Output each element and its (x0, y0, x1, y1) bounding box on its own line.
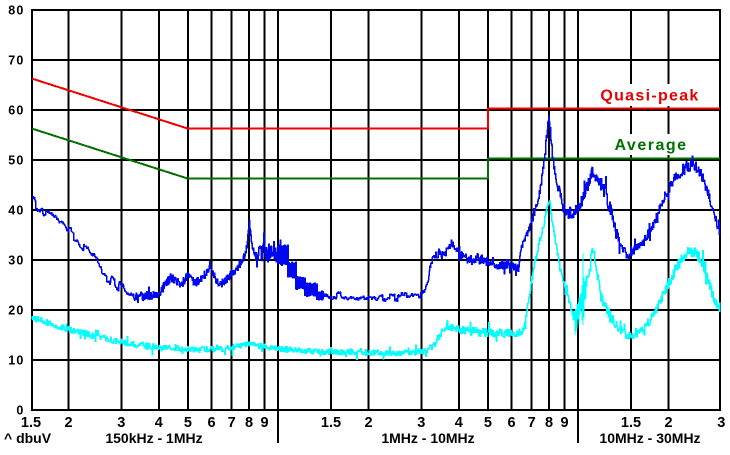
svg-text:1.5: 1.5 (21, 415, 41, 431)
svg-text:50: 50 (8, 153, 24, 167)
svg-text:70: 70 (8, 53, 24, 67)
svg-text:6: 6 (208, 415, 216, 431)
svg-text:2: 2 (364, 415, 372, 431)
svg-text:10: 10 (8, 353, 24, 367)
svg-text:60: 60 (8, 103, 24, 117)
svg-text:40: 40 (8, 203, 24, 217)
svg-text:9: 9 (560, 415, 568, 431)
svg-text:7: 7 (528, 415, 536, 431)
svg-text:8: 8 (545, 415, 553, 431)
svg-text:^ dbuV: ^ dbuV (4, 430, 52, 446)
svg-text:Average: Average (614, 137, 687, 154)
svg-text:0: 0 (16, 403, 24, 417)
svg-text:80: 80 (8, 3, 24, 17)
svg-text:5: 5 (184, 415, 192, 431)
svg-text:8: 8 (245, 415, 253, 431)
svg-text:150kHz - 1MHz: 150kHz - 1MHz (105, 430, 202, 446)
svg-text:2: 2 (64, 415, 72, 431)
svg-text:3: 3 (117, 415, 125, 431)
svg-text:1.5: 1.5 (321, 415, 341, 431)
svg-text:20: 20 (8, 303, 24, 317)
svg-text:4: 4 (455, 415, 463, 431)
svg-text:5: 5 (484, 415, 492, 431)
svg-text:3: 3 (417, 415, 425, 431)
svg-text:3: 3 (717, 415, 725, 431)
svg-text:6: 6 (508, 415, 516, 431)
svg-text:7: 7 (228, 415, 236, 431)
svg-text:10MHz - 30MHz: 10MHz - 30MHz (599, 430, 700, 446)
svg-text:9: 9 (260, 415, 268, 431)
svg-text:1MHz - 10MHz: 1MHz - 10MHz (381, 430, 474, 446)
svg-text:1.5: 1.5 (621, 415, 641, 431)
svg-text:2: 2 (664, 415, 672, 431)
svg-text:Quasi-peak: Quasi-peak (600, 88, 699, 105)
svg-text:30: 30 (8, 253, 24, 267)
svg-text:4: 4 (155, 415, 163, 431)
